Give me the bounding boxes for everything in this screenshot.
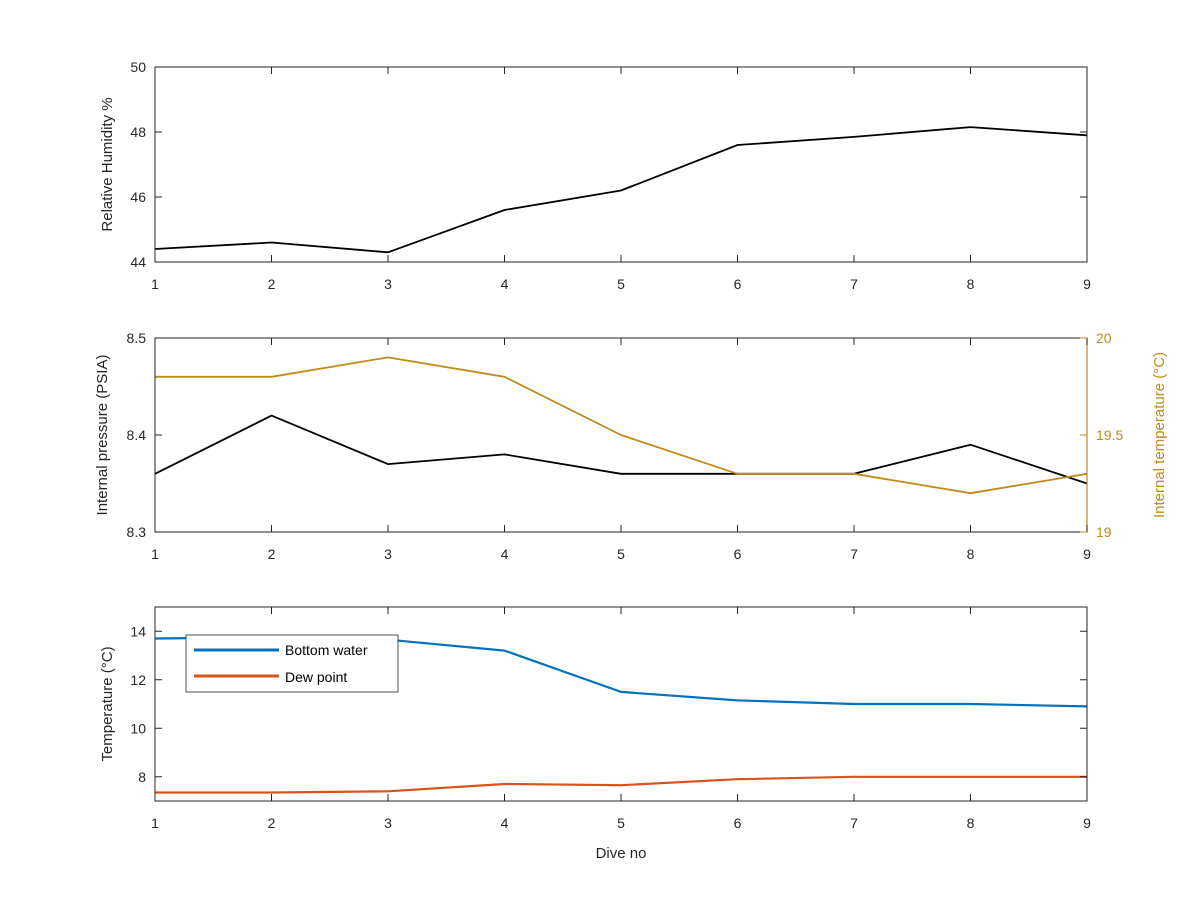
pressure-xtick-label: 5 [617,546,625,562]
temperature-xtick-label: 3 [384,815,392,831]
humidity-ytick-label: 48 [130,124,146,140]
pressure-xtick-label: 8 [967,546,975,562]
pressure-xtick-label: 1 [151,546,159,562]
legend: Bottom water Dew point [185,634,399,693]
pressure-ytick-label: 8.3 [127,524,147,540]
humidity-xtick-label: 1 [151,276,159,292]
pressure-series-layer [154,356,1088,495]
temperature-ytick-label: 14 [130,623,146,639]
pressure-xtick-label: 6 [734,546,742,562]
temperature-xtick-label: 5 [617,815,625,831]
pressure-ytick-label: 8.5 [127,330,147,346]
pressure-xtick-label: 4 [501,546,509,562]
temperature-xtick-label: 9 [1083,815,1091,831]
humidity-ytick-label: 44 [130,254,146,270]
humidity-ylabel: Relative Humidity % [99,97,116,231]
temperature-series-line-dew-point [155,775,1087,794]
pressure-xtick-label: 7 [850,546,858,562]
humidity-xticks: 1 2 3 4 5 6 7 8 9 [151,67,1091,292]
pressure-series-line-right-1 [155,356,1088,495]
humidity-xtick-label: 3 [384,276,392,292]
pressure-yticks: 8.3 8.4 8.5 [127,330,162,540]
humidity-ytick-label: 46 [130,189,146,205]
internal-temperature-ytick-label: 19 [1096,524,1112,540]
humidity-series-line-main-0 [154,126,1088,254]
legend-box [185,634,399,693]
pressure-xtick-label: 9 [1083,546,1091,562]
temperature-xticks: 1 2 3 4 5 6 7 8 9 [151,607,1091,831]
humidity-xtick-label: 2 [268,276,276,292]
internal-temperature-ytick-label: 19.5 [1096,427,1123,443]
temperature-right-yticks: 19 19.5 20 [1080,330,1123,540]
humidity-series-layer [154,126,1088,254]
temperature-xtick-label: 2 [268,815,276,831]
legend-label-dew-point: Dew point [285,669,347,685]
temperature-xtick-label: 1 [151,815,159,831]
pressure-ylabel: Internal pressure (PSIA) [94,355,111,516]
humidity-panel: 1 2 3 4 5 6 7 8 9 44 46 48 50 Relative Humidity % [99,59,1091,292]
pressure-panel: 1 2 3 4 5 6 7 8 9 8.3 8.4 8.5 19 19.5 20 Internal pr… [94,330,1168,562]
temperature-ytick-label: 12 [130,672,146,688]
temperature-ytick-label: 8 [138,769,146,785]
humidity-xtick-label: 8 [967,276,975,292]
temperature-yticks: 8 10 12 14 [130,623,1087,785]
legend-label-bottom-water: Bottom water [285,642,368,658]
temperature-ylabel: Temperature (°C) [99,646,116,761]
humidity-xtick-label: 4 [501,276,509,292]
pressure-ytick-label: 8.4 [127,427,147,443]
internal-temperature-ytick-label: 20 [1096,330,1112,346]
humidity-xtick-label: 5 [617,276,625,292]
humidity-xtick-label: 6 [734,276,742,292]
humidity-xtick-label: 9 [1083,276,1091,292]
humidity-yticks: 44 46 48 50 [130,59,1087,270]
temperature-xtick-label: 8 [967,815,975,831]
pressure-xticks: 1 2 3 4 5 6 7 8 9 [151,338,1091,562]
pressure-series-line-left-0 [154,414,1088,485]
temperature-xlabel: Dive no [596,845,647,862]
pressure-xtick-label: 2 [268,546,276,562]
temperature-ytick-label: 10 [130,720,146,736]
temperature-xtick-label: 6 [734,815,742,831]
internal-temperature-ylabel: Internal temperature (°C) [1151,352,1168,518]
humidity-xtick-label: 7 [850,276,858,292]
pressure-xtick-label: 3 [384,546,392,562]
temperature-xtick-label: 4 [501,815,509,831]
humidity-ytick-label: 50 [130,59,146,75]
temperature-xtick-label: 7 [850,815,858,831]
